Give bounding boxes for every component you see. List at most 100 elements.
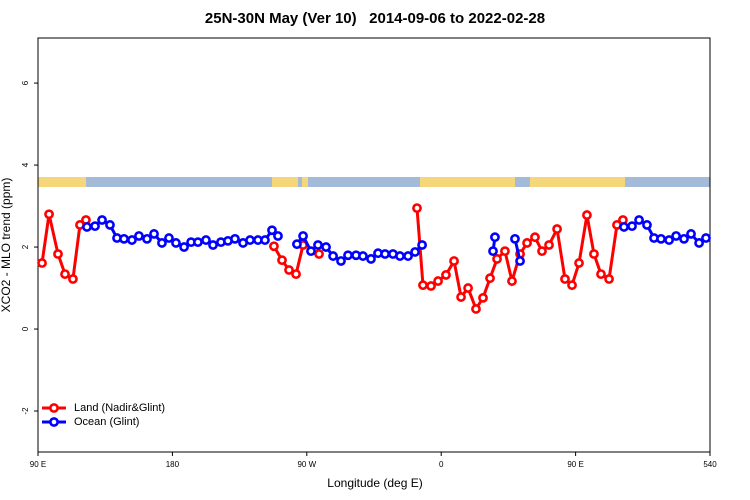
data-point bbox=[488, 246, 498, 257]
data-point bbox=[515, 256, 525, 266]
data-point bbox=[157, 238, 167, 248]
data-point bbox=[403, 251, 413, 261]
x-tick-label: 540 bbox=[703, 460, 717, 469]
data-point bbox=[60, 269, 70, 280]
x-tick-label: 90 W bbox=[297, 460, 316, 469]
land-ocean-strip bbox=[38, 177, 710, 187]
y-tick-label: 2 bbox=[21, 244, 30, 249]
data-point bbox=[179, 242, 189, 252]
data-point bbox=[201, 235, 211, 245]
data-point bbox=[507, 276, 517, 286]
data-point bbox=[313, 240, 323, 250]
data-point bbox=[619, 222, 629, 232]
data-point bbox=[478, 292, 488, 303]
land-strip bbox=[530, 177, 625, 187]
data-point bbox=[679, 233, 689, 244]
data-point bbox=[292, 239, 302, 250]
data-point bbox=[260, 235, 270, 245]
data-point bbox=[441, 270, 451, 280]
data-point bbox=[171, 238, 181, 248]
data-point bbox=[471, 304, 481, 314]
data-point bbox=[671, 231, 682, 241]
data-point bbox=[701, 233, 711, 243]
data-point bbox=[567, 280, 577, 291]
data-point bbox=[642, 220, 652, 230]
data-point bbox=[537, 246, 547, 257]
data-point bbox=[456, 292, 466, 302]
land-strip bbox=[272, 177, 298, 187]
land-strip bbox=[420, 177, 515, 187]
x-axis-label: Longitude (deg E) bbox=[327, 476, 422, 490]
x-tick-label: 90 E bbox=[30, 460, 46, 469]
data-point bbox=[417, 240, 427, 250]
data-point bbox=[433, 276, 443, 286]
data-point bbox=[321, 242, 331, 252]
data-point bbox=[68, 274, 78, 284]
data-point bbox=[291, 269, 301, 280]
data-point bbox=[485, 273, 495, 284]
data-point bbox=[582, 210, 592, 220]
x-tick-label: 90 E bbox=[567, 460, 583, 469]
data-point bbox=[90, 221, 100, 232]
data-point bbox=[426, 281, 436, 291]
data-point bbox=[306, 246, 316, 257]
data-point bbox=[510, 233, 520, 244]
data-point bbox=[142, 233, 152, 244]
legend-label: Ocean (Glint) bbox=[74, 416, 139, 428]
data-point bbox=[208, 240, 218, 250]
data-point bbox=[314, 249, 324, 259]
data-point bbox=[267, 225, 277, 236]
data-point bbox=[492, 254, 502, 264]
y-tick-label: 4 bbox=[21, 162, 30, 167]
data-point bbox=[53, 249, 63, 259]
data-point bbox=[522, 238, 532, 248]
data-point bbox=[134, 231, 144, 241]
data-point bbox=[490, 232, 500, 243]
x-tick-label: 0 bbox=[439, 460, 444, 469]
data-point bbox=[656, 233, 666, 244]
y-tick-label: 0 bbox=[21, 326, 30, 331]
data-point bbox=[596, 269, 606, 280]
data-point bbox=[44, 209, 54, 220]
x-tick-label: 180 bbox=[166, 460, 180, 469]
data-point bbox=[336, 256, 346, 266]
data-point bbox=[634, 215, 644, 225]
y-axis-label: XCO2 - MLO trend (ppm) bbox=[0, 178, 13, 313]
data-point bbox=[412, 203, 422, 214]
data-point bbox=[449, 256, 459, 266]
land-strip bbox=[38, 177, 86, 187]
data-point bbox=[418, 280, 428, 291]
y-tick-label: 6 bbox=[21, 80, 30, 85]
legend-marker bbox=[49, 417, 59, 427]
data-point bbox=[343, 250, 353, 261]
data-point bbox=[544, 240, 554, 250]
data-point bbox=[269, 241, 279, 252]
data-point bbox=[127, 235, 137, 245]
data-point bbox=[694, 238, 704, 248]
data-point bbox=[500, 246, 510, 257]
data-point bbox=[552, 224, 562, 234]
land-strip bbox=[302, 177, 308, 187]
data-point bbox=[686, 229, 696, 239]
data-point bbox=[574, 258, 584, 268]
chart-title: 25N-30N May (Ver 10) 2014-09-06 to 2022-… bbox=[205, 10, 545, 27]
legend-label: Land (Nadir&Glint) bbox=[74, 402, 165, 414]
data-point bbox=[149, 229, 159, 239]
data-point bbox=[298, 231, 308, 241]
data-point bbox=[463, 283, 473, 293]
data-point bbox=[530, 232, 540, 243]
data-point bbox=[284, 265, 294, 275]
data-point bbox=[560, 274, 570, 284]
plot-frame bbox=[37, 37, 711, 453]
data-point bbox=[627, 221, 637, 232]
data-point bbox=[328, 251, 338, 261]
data-point bbox=[380, 249, 390, 259]
y-tick-label: -2 bbox=[21, 407, 30, 415]
legend-marker bbox=[49, 403, 59, 413]
data-point bbox=[273, 231, 283, 241]
data-point bbox=[119, 233, 129, 244]
data-point bbox=[410, 247, 420, 257]
data-point bbox=[82, 222, 92, 232]
ocean-strip bbox=[38, 177, 710, 187]
